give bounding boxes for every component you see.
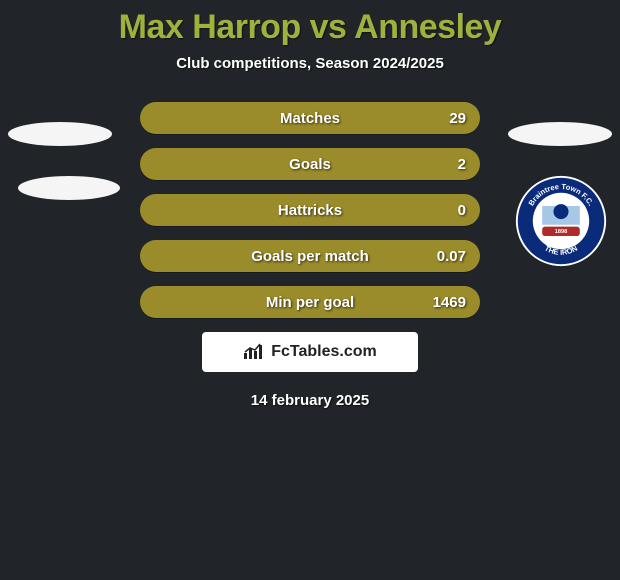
stat-label: Min per goal bbox=[266, 294, 354, 311]
stat-value: 1469 bbox=[433, 294, 466, 311]
brand-link[interactable]: FcTables.com bbox=[202, 332, 418, 372]
stat-row: Matches 29 bbox=[140, 102, 480, 134]
player-left-ellipse-1 bbox=[8, 122, 112, 146]
svg-text:1898: 1898 bbox=[555, 229, 568, 235]
stat-label: Hattricks bbox=[278, 202, 342, 219]
stat-label: Goals per match bbox=[251, 248, 369, 265]
footer-date: 14 february 2025 bbox=[0, 392, 620, 409]
stat-row: Hattricks 0 bbox=[140, 194, 480, 226]
bars-chart-icon bbox=[243, 343, 265, 361]
player-left-ellipse-2 bbox=[18, 176, 120, 200]
stats-panel: 1898 Braintree Town F.C. THE IRON Matche… bbox=[0, 102, 620, 409]
stat-row: Goals 2 bbox=[140, 148, 480, 180]
stat-row: Min per goal 1469 bbox=[140, 286, 480, 318]
page-title: Max Harrop vs Annesley bbox=[0, 8, 620, 47]
stat-value: 0 bbox=[458, 202, 466, 219]
stat-value: 0.07 bbox=[437, 248, 466, 265]
stat-label: Matches bbox=[280, 110, 340, 127]
comparison-card: Max Harrop vs Annesley Club competitions… bbox=[0, 0, 620, 409]
subtitle: Club competitions, Season 2024/2025 bbox=[0, 55, 620, 72]
brand-text: FcTables.com bbox=[271, 343, 377, 361]
stat-value: 29 bbox=[449, 110, 466, 127]
stat-row: Goals per match 0.07 bbox=[140, 240, 480, 272]
stat-value: 2 bbox=[458, 156, 466, 173]
player-right-ellipse-1 bbox=[508, 122, 612, 146]
stat-label: Goals bbox=[289, 156, 331, 173]
club-badge-icon: 1898 Braintree Town F.C. THE IRON bbox=[514, 174, 608, 268]
